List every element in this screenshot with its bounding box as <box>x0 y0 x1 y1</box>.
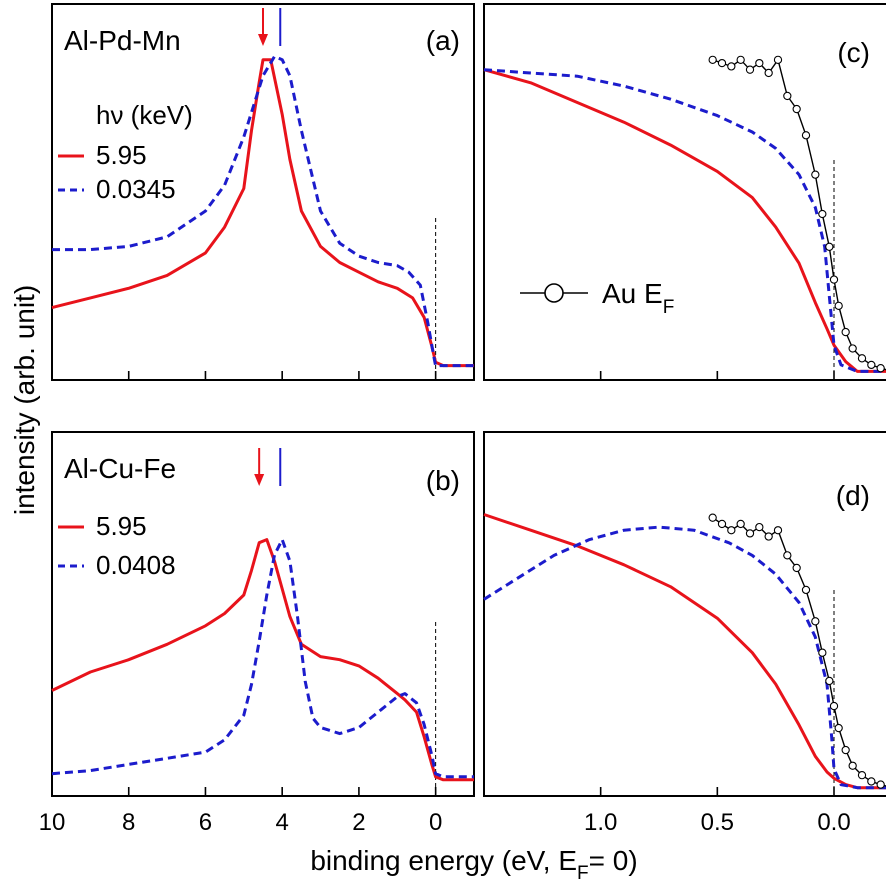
au-point-c-18 <box>857 354 867 363</box>
legend-label-b-red: 5.95 <box>96 511 147 541</box>
y-axis-title: intensity (arb. unit) <box>9 285 40 515</box>
au-point-c-1 <box>717 58 727 68</box>
panel-c-frame <box>483 3 886 381</box>
au-point-c-8 <box>783 91 792 101</box>
au-point-d-20 <box>876 780 885 789</box>
au-point-d-7 <box>773 526 783 535</box>
x-tick-label-b-2: 6 <box>199 809 212 836</box>
au-point-c-9 <box>792 104 801 114</box>
x-tick-label-b-1: 8 <box>122 809 135 836</box>
x-axis-title: binding energy (eV, EF= 0) <box>310 845 637 882</box>
series-line-c-1 <box>483 68 886 373</box>
sample-name-a: Al-Pd-Mn <box>64 25 181 56</box>
panel-label-c: (c) <box>837 37 870 68</box>
au-point-d-6 <box>764 532 773 541</box>
au-point-d-17 <box>848 761 857 770</box>
series-line-c-0 <box>483 68 886 373</box>
series-line-a-0 <box>51 58 474 368</box>
au-point-d-1 <box>717 519 727 529</box>
panel-label-a: (a) <box>426 25 460 56</box>
panel-label-b: (b) <box>426 465 460 496</box>
au-point-c-7 <box>773 55 783 64</box>
x-tick-label-b-0: 10 <box>39 809 66 836</box>
legend-label-a-red: 5.95 <box>96 140 147 170</box>
plot-layer: 10 8 6 4 2 0 1.0 0.5 0.0 <box>39 8 886 836</box>
au-point-d-11 <box>811 617 820 626</box>
au-point-c-15 <box>834 301 843 310</box>
series-line-d-2 <box>712 517 886 787</box>
au-point-c-4 <box>745 65 755 74</box>
au-point-d-3 <box>736 519 745 529</box>
au-point-d-14 <box>829 701 839 711</box>
au-point-c-13 <box>825 242 834 251</box>
au-point-c-2 <box>727 62 736 71</box>
au-point-d-18 <box>857 771 867 780</box>
au-point-d-0 <box>708 513 717 522</box>
au-point-c-0 <box>708 55 717 64</box>
peak-arrowhead-red-b <box>254 474 265 486</box>
legend-label-b-blue: 0.0408 <box>96 550 176 580</box>
panel-b-frame <box>51 431 475 797</box>
au-point-c-6 <box>764 68 773 78</box>
series-line-b-1 <box>51 538 474 779</box>
sample-name-b: Al-Cu-Fe <box>64 453 176 484</box>
x-tick-label-b-4: 2 <box>352 809 365 836</box>
au-point-d-9 <box>792 563 801 573</box>
au-point-d-16 <box>841 745 850 755</box>
au-point-c-14 <box>829 275 839 284</box>
au-point-d-15 <box>834 723 843 733</box>
au-point-d-8 <box>783 551 792 560</box>
x-tick-label-b-3: 4 <box>276 809 289 836</box>
au-point-d-5 <box>755 522 764 532</box>
panel-a-frame <box>51 3 475 381</box>
au-point-c-19 <box>867 360 876 370</box>
au-point-d-12 <box>818 648 827 657</box>
x-tick-label-d-1: 0.5 <box>701 809 734 836</box>
au-point-c-10 <box>801 131 811 140</box>
au-point-c-20 <box>876 364 885 373</box>
legend-title-a: hν (keV) <box>96 100 193 130</box>
series-line-b-0 <box>51 538 474 782</box>
panel-label-d: (d) <box>836 480 870 511</box>
au-legend-label: Au EF <box>602 278 674 318</box>
au-point-c-11 <box>811 170 820 179</box>
x-tick-label-b-5: 0 <box>429 809 442 836</box>
peak-arrowhead-red-a <box>258 34 268 46</box>
au-point-d-19 <box>867 777 876 786</box>
series-line-d-0 <box>483 513 886 790</box>
panel-d-frame <box>483 431 886 797</box>
au-point-c-5 <box>755 58 764 68</box>
au-point-d-13 <box>825 676 834 686</box>
series-line-d-1 <box>483 525 886 790</box>
x-tick-label-d-2: 0.0 <box>817 809 850 836</box>
au-point-c-16 <box>841 327 850 337</box>
series-line-a-1 <box>52 54 474 368</box>
au-point-d-2 <box>727 526 736 535</box>
au-point-c-3 <box>736 55 745 64</box>
au-legend-marker <box>544 283 564 303</box>
au-point-c-17 <box>848 344 857 353</box>
au-point-d-4 <box>745 529 755 538</box>
au-point-d-10 <box>801 585 811 595</box>
x-tick-label-d-0: 1.0 <box>584 809 617 836</box>
legend-label-a-blue: 0.0345 <box>96 174 176 204</box>
au-point-c-12 <box>818 209 827 219</box>
